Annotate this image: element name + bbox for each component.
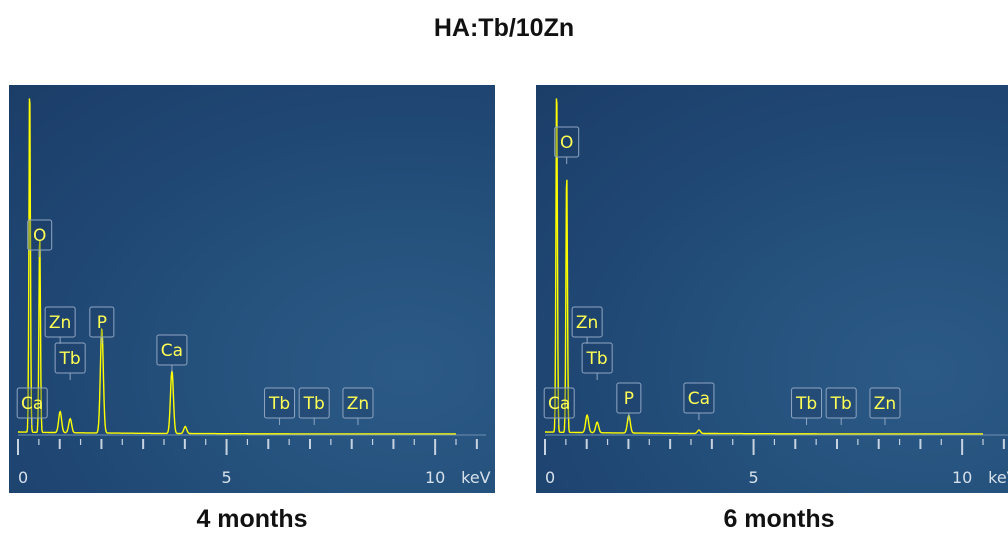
peak-label-text: Zn [347,394,369,414]
peak-label-text: Tb [795,394,817,414]
spectrum-line [545,98,983,435]
peak-label-text: Zn [49,313,71,333]
x-unit-label: keV [461,468,491,487]
x-tick-label: 10 [952,468,972,487]
spectrum-line [18,98,456,435]
peak-label-text: Tb [830,394,852,414]
peak-label-text: Ca [688,389,710,409]
peak-label-text: Ca [21,394,43,414]
peak-label-text: O [560,133,573,153]
peak-label-text: O [33,226,46,246]
spectrum-chart-4-months: 0 5 10 keV O Zn Tb P Ca Ca Tb Tb Zn [16,98,491,487]
x-tick-label: 10 [425,468,445,487]
peak-label-text: Zn [576,313,598,333]
spectrum-panel-6-months: 0 5 10 keV O Zn Tb P Ca Ca Tb Tb Zn [536,85,1008,493]
x-tick-label: 5 [221,468,231,487]
peak-label-text: Tb [59,349,81,369]
caption-4-months: 4 months [196,505,308,533]
peak-label-text: P [624,389,634,409]
x-tick-label: 0 [18,468,28,487]
spectrum-chart-6-months: 0 5 10 keV O Zn Tb P Ca Ca Tb Tb Zn [543,98,1008,487]
x-tick-label: 0 [545,468,555,487]
peak-label-text: Ca [548,394,570,414]
x-tick-label: 5 [748,468,758,487]
peak-label-text: Tb [303,394,325,414]
caption-6-months: 6 months [723,505,835,533]
peak-label-text: Tb [586,349,608,369]
peak-label-text: Zn [874,394,896,414]
peak-label-text: P [97,313,107,333]
peak-label-text: Tb [268,394,290,414]
figure-title: HA:Tb/10Zn [433,14,575,42]
spectrum-panel-4-months: 0 5 10 keV O Zn Tb P Ca Ca Tb Tb Zn [9,85,495,493]
x-unit-label: keV [988,468,1008,487]
peak-label-text: Ca [161,341,183,361]
